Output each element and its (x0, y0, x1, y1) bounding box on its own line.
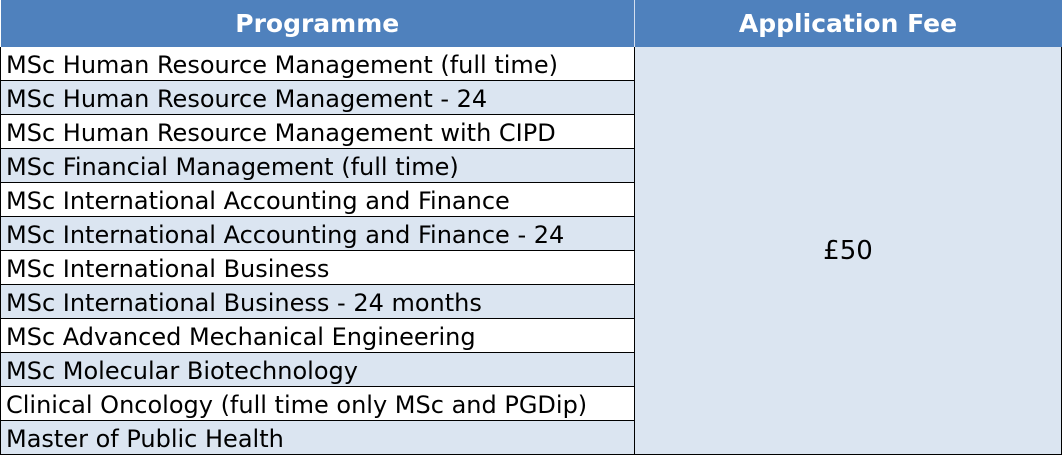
application-fee-column-header: Application Fee (634, 0, 1062, 47)
programme-cell: MSc Molecular Biotechnology (0, 352, 635, 387)
table-row: Master of Public Health (0, 420, 1062, 455)
programme-cell: MSc International Business - 24 months (0, 284, 635, 319)
table-row: MSc Advanced Mechanical Engineering (0, 318, 1062, 353)
programme-cell: MSc Human Resource Management with CIPD (0, 114, 635, 149)
programme-cell: MSc Human Resource Management - 24 (0, 80, 635, 115)
programme-cell: MSc International Accounting and Finance (0, 182, 635, 217)
application-fee-cell: £50 (634, 47, 1062, 455)
table-row: MSc Human Resource Management with CIPD (0, 114, 1062, 149)
table-row: MSc International Business - 24 months (0, 284, 1062, 319)
programme-cell: MSc Financial Management (full time) (0, 148, 635, 183)
table-row: MSc International Accounting and Finance (0, 182, 1062, 217)
header-row: Programme Application Fee (0, 0, 1062, 47)
table-row: MSc International Accounting and Finance… (0, 216, 1062, 251)
programme-column-header: Programme (0, 0, 635, 47)
programme-cell: MSc International Accounting and Finance… (0, 216, 635, 251)
programme-cell: MSc Advanced Mechanical Engineering (0, 318, 635, 353)
programme-cell: Master of Public Health (0, 420, 635, 455)
table-row: MSc Molecular Biotechnology (0, 352, 1062, 387)
table-row: MSc Human Resource Management - 24 (0, 80, 1062, 115)
table-row: MSc Financial Management (full time) (0, 148, 1062, 183)
table-row: Clinical Oncology (full time only MSc an… (0, 386, 1062, 421)
programme-cell: Clinical Oncology (full time only MSc an… (0, 386, 635, 421)
table-row: MSc Human Resource Management (full time… (0, 47, 1062, 455)
programme-cell: MSc International Business (0, 250, 635, 285)
table-row: MSc International Business (0, 250, 1062, 285)
programme-cell: MSc Human Resource Management (full time… (0, 47, 635, 81)
